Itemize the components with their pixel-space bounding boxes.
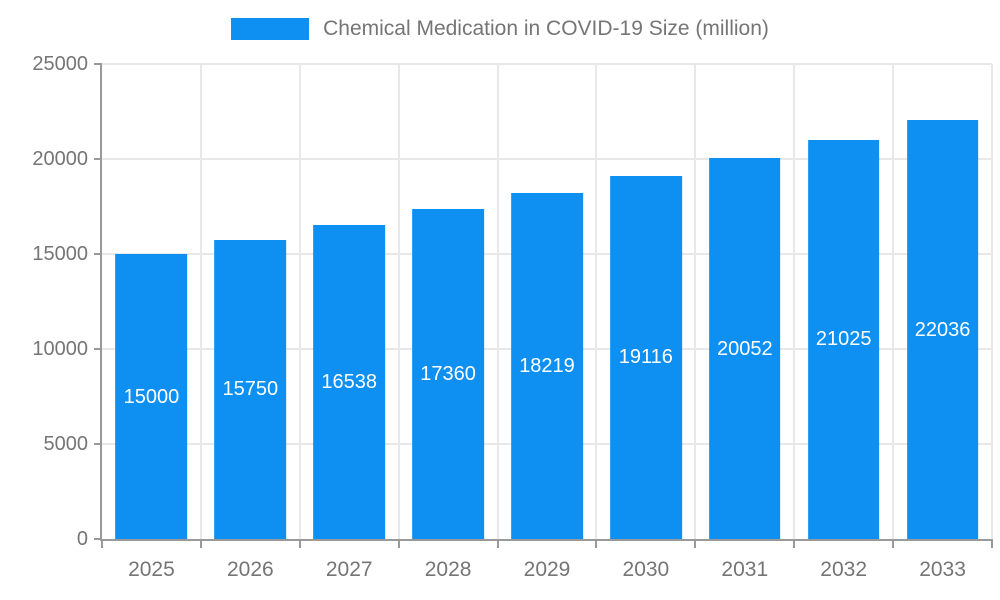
- y-axis-tick: [94, 63, 102, 65]
- gridline-vertical: [298, 64, 301, 539]
- x-axis-tick: [298, 539, 301, 548]
- x-axis-tick: [694, 539, 697, 548]
- bar[interactable]: 16538: [313, 224, 386, 539]
- bar[interactable]: 17360: [412, 209, 484, 539]
- bar[interactable]: 22036: [906, 120, 979, 539]
- legend-label: Chemical Medication in COVID-19 Size (mi…: [323, 17, 769, 40]
- x-axis-tick: [496, 539, 499, 548]
- bar-value-label: 18219: [519, 354, 575, 377]
- y-axis-tick-label: 0: [76, 528, 88, 550]
- bar-value-label: 20052: [716, 337, 773, 360]
- y-axis-tick-label: 15000: [32, 243, 88, 265]
- bar[interactable]: 15000: [115, 254, 188, 539]
- x-axis-tick: [397, 539, 400, 548]
- x-axis-tick-label: 2028: [424, 558, 472, 581]
- gridline-vertical: [892, 64, 895, 539]
- x-axis-tick-label: 2030: [622, 558, 670, 581]
- bar[interactable]: 15750: [214, 239, 287, 539]
- bar[interactable]: 21025: [807, 139, 880, 539]
- y-axis-tick: [94, 538, 102, 540]
- legend: Chemical Medication in COVID-19 Size (mi…: [0, 17, 1000, 41]
- x-axis-tick-label: 2025: [128, 558, 175, 581]
- bar-value-label: 15750: [222, 378, 279, 401]
- gridline-vertical: [199, 64, 202, 539]
- legend-swatch-icon: [231, 18, 310, 40]
- bar[interactable]: 18219: [511, 192, 583, 539]
- gridline-vertical: [595, 64, 598, 539]
- gridline-vertical: [694, 64, 697, 539]
- y-axis-tick: [94, 158, 102, 160]
- gridline-vertical: [397, 64, 400, 539]
- x-axis-tick: [892, 539, 895, 548]
- bar-value-label: 19116: [618, 346, 673, 369]
- x-axis-tick: [793, 539, 796, 548]
- x-axis-tick-label: 2033: [919, 558, 966, 581]
- x-axis-tick: [101, 539, 103, 548]
- x-axis-tick: [991, 539, 993, 548]
- gridline-vertical: [793, 64, 796, 539]
- legend-item[interactable]: Chemical Medication in COVID-19 Size (mi…: [231, 17, 769, 41]
- bar-value-label: 16538: [321, 370, 378, 393]
- x-axis-tick: [199, 539, 202, 548]
- bar-value-label: 22036: [914, 318, 971, 341]
- x-axis-tick-label: 2031: [721, 558, 769, 581]
- bar-value-label: 21025: [815, 328, 872, 351]
- x-axis-tick-label: 2027: [325, 558, 373, 581]
- x-axis-tick-label: 2026: [226, 558, 274, 581]
- gridline-vertical: [496, 64, 499, 539]
- y-axis-tick-label: 5000: [43, 433, 89, 455]
- bar-value-label: 15000: [123, 385, 180, 408]
- y-axis-tick-label: 25000: [32, 53, 88, 75]
- y-axis-tick: [94, 348, 102, 350]
- gridline-vertical: [991, 64, 993, 539]
- x-axis-tick-label: 2029: [523, 558, 571, 581]
- plot-area: 15000 15750 16538 17360 18219 19116 20052 21025…: [32, 54, 993, 580]
- x-axis-tick-label: 2032: [820, 558, 868, 581]
- x-axis-tick: [595, 539, 598, 548]
- y-axis-tick: [94, 253, 102, 255]
- gridline-horizontal: [102, 63, 992, 65]
- bar[interactable]: 19116: [610, 175, 682, 539]
- y-axis-tick-label: 10000: [32, 338, 88, 360]
- y-axis-tick-label: 20000: [32, 148, 88, 170]
- gridline-horizontal: [102, 158, 992, 160]
- bar[interactable]: 20052: [708, 158, 781, 539]
- y-axis-tick: [94, 443, 102, 445]
- bar-value-label: 17360: [420, 363, 476, 386]
